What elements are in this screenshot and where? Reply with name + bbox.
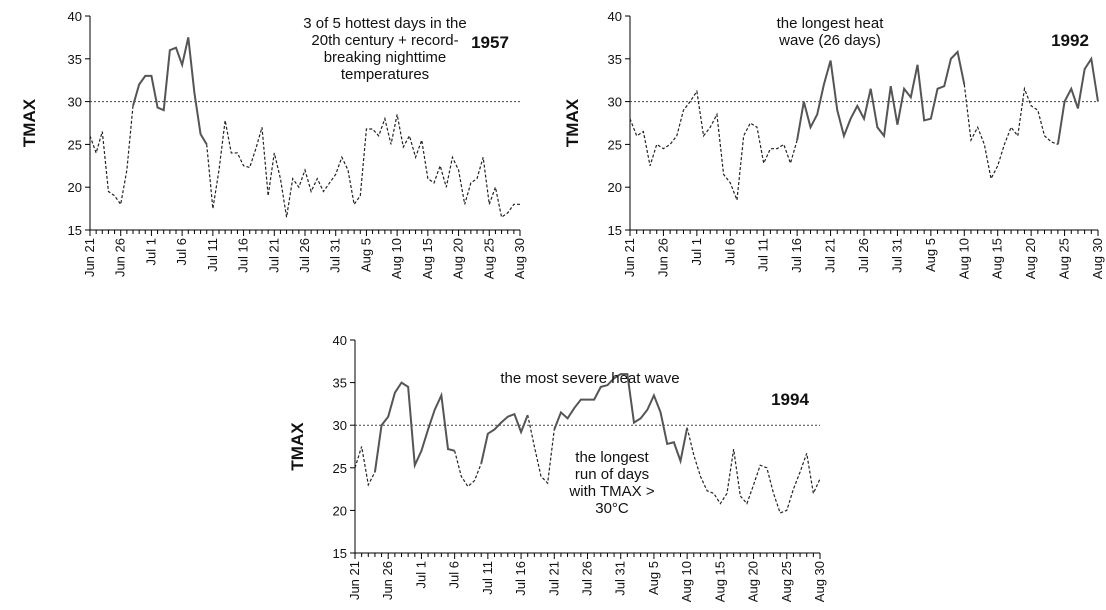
x-tick-label: Jun 21 <box>347 561 362 600</box>
x-tick-label: Aug 15 <box>712 561 727 602</box>
x-tick-label: Aug 30 <box>512 238 527 279</box>
x-tick-label: Jul 1 <box>689 238 704 265</box>
x-tick-label: Jul 16 <box>513 561 528 596</box>
solid-line <box>132 37 208 145</box>
y-tick-label: 35 <box>68 52 82 67</box>
x-tick-label: Jul 21 <box>266 238 281 273</box>
y-tick-label: 20 <box>608 180 622 195</box>
x-tick-label: Aug 15 <box>990 238 1005 279</box>
annotation: 30°C <box>595 500 629 517</box>
y-tick-label: 40 <box>333 333 347 348</box>
x-tick-label: Jun 26 <box>655 238 670 277</box>
x-tick-label: Aug 10 <box>956 238 971 279</box>
annotation: breaking nighttime <box>324 49 447 66</box>
y-tick-label: 25 <box>333 461 347 476</box>
dashed-line <box>89 105 520 219</box>
y-tick-label: 30 <box>608 95 622 110</box>
x-tick-label: Aug 30 <box>812 561 827 602</box>
annotation: with TMAX > <box>568 483 654 500</box>
dashed-line <box>354 414 821 514</box>
y-tick-label: 40 <box>68 9 82 24</box>
x-tick-label: Aug 5 <box>646 561 661 595</box>
x-tick-label: Aug 20 <box>746 561 761 602</box>
y-tick-label: 30 <box>68 95 82 110</box>
year-label: 1994 <box>771 390 809 409</box>
panel: 15 20 25 30 35 40 Jun 21 Jun 26 Jul 1 Jul 6 Jul 11… <box>563 9 1105 279</box>
annotation: the longest heat <box>777 15 885 32</box>
y-tick-label: 25 <box>608 137 622 152</box>
x-tick-label: Jun 26 <box>113 238 128 277</box>
x-tick-label: Jul 16 <box>789 238 804 273</box>
x-tick-label: Jul 26 <box>297 238 312 273</box>
x-tick-label: Jun 26 <box>380 561 395 600</box>
y-tick-label: 15 <box>333 546 347 561</box>
annotation: temperatures <box>341 66 429 83</box>
x-tick-label: Jul 1 <box>143 238 158 265</box>
solid-line <box>796 49 1099 145</box>
x-tick-label: Jul 31 <box>889 238 904 273</box>
x-tick-label: Aug 25 <box>779 561 794 602</box>
x-tick-label: Aug 25 <box>1057 238 1072 279</box>
x-tick-label: Jul 6 <box>447 561 462 588</box>
x-tick-label: Aug 25 <box>481 238 496 279</box>
annotation: 20th century + record- <box>311 32 458 49</box>
x-tick-label: Jul 31 <box>613 561 628 596</box>
annotation: the most severe heat wave <box>500 370 679 387</box>
y-axis-label: TMAX <box>20 98 39 147</box>
x-tick-label: Jul 26 <box>580 561 595 596</box>
x-tick-label: Jul 11 <box>480 561 495 595</box>
y-tick-label: 35 <box>608 52 622 67</box>
x-tick-label: Jul 11 <box>205 238 220 272</box>
year-label: 1957 <box>471 33 509 52</box>
x-tick-label: Jul 6 <box>722 238 737 265</box>
y-tick-label: 20 <box>68 180 82 195</box>
annotation: run of days <box>575 466 649 483</box>
y-tick-label: 15 <box>608 223 622 238</box>
x-tick-label: Jul 21 <box>823 238 838 273</box>
x-tick-label: Jul 6 <box>174 238 189 265</box>
x-tick-label: Jun 21 <box>622 238 637 277</box>
y-tick-label: 30 <box>333 418 347 433</box>
x-tick-label: Jul 1 <box>413 561 428 588</box>
x-tick-label: Jul 16 <box>236 238 251 273</box>
x-tick-label: Aug 20 <box>451 238 466 279</box>
x-tick-label: Aug 10 <box>679 561 694 602</box>
dashed-line <box>629 84 1059 201</box>
x-tick-label: Jul 31 <box>328 238 343 273</box>
x-tick-label: Aug 15 <box>420 238 435 279</box>
y-tick-label: 25 <box>68 137 82 152</box>
y-tick-label: 20 <box>333 503 347 518</box>
x-tick-label: Aug 5 <box>923 238 938 272</box>
y-axis-label: TMAX <box>288 422 307 471</box>
y-tick-label: 15 <box>68 223 82 238</box>
x-tick-label: Jul 26 <box>856 238 871 273</box>
x-tick-label: Aug 10 <box>389 238 404 279</box>
annotation: 3 of 5 hottest days in the <box>303 15 466 32</box>
solid-line <box>373 373 689 473</box>
annotation: wave (26 days) <box>778 32 881 49</box>
annotation: the longest <box>575 449 649 466</box>
y-tick-label: 40 <box>608 9 622 24</box>
y-tick-label: 35 <box>333 376 347 391</box>
year-label: 1992 <box>1051 31 1089 50</box>
x-tick-label: Jul 11 <box>756 238 771 272</box>
x-tick-label: Jul 21 <box>546 561 561 596</box>
x-tick-label: Jun 21 <box>82 238 97 277</box>
x-tick-label: Aug 20 <box>1023 238 1038 279</box>
panel: 15 20 25 30 35 40 Jun 21 Jun 26 Jul 1 Jul 6 Jul 11… <box>20 9 527 279</box>
x-tick-label: Aug 5 <box>358 238 373 272</box>
panel: 15 20 25 30 35 40 Jun 21 Jun 26 Jul 1 Jul 6 Jul 11… <box>288 333 827 602</box>
x-tick-label: Aug 30 <box>1090 238 1105 279</box>
y-axis-label: TMAX <box>563 98 582 147</box>
